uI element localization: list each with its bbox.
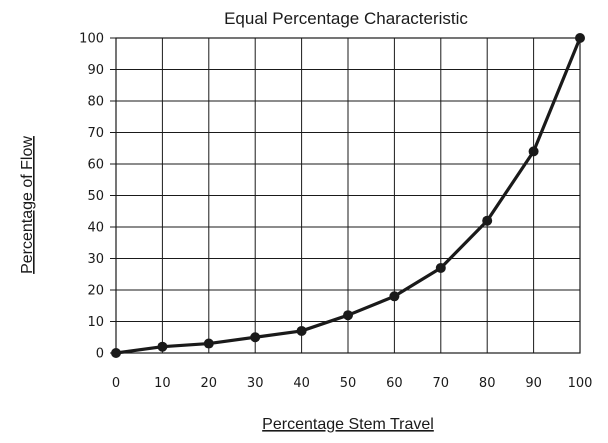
y-tick-90: 90: [87, 63, 104, 78]
data-point-100: [575, 33, 585, 43]
chart-title: Equal Percentage Characteristic: [224, 9, 468, 28]
y-tick-0: 0: [96, 347, 104, 362]
x-axis-label: Percentage Stem Travel: [262, 416, 434, 433]
data-point-60: [389, 291, 400, 302]
x-tick-labels: 0 10 20 30 40 50 60 70 80 90 100: [112, 376, 593, 391]
y-tick-50: 50: [87, 189, 104, 204]
x-tick-50: 50: [340, 376, 357, 391]
x-tick-60: 60: [386, 376, 403, 391]
data-point-40: [296, 325, 307, 336]
x-tick-20: 20: [201, 376, 218, 391]
y-tick-40: 40: [87, 221, 104, 236]
plot-frame: [115, 37, 581, 354]
x-tick-40: 40: [293, 376, 310, 391]
x-tick-30: 30: [247, 376, 264, 391]
y-tick-labels: 0 10 20 30 40 50 60 70 80 90 100: [79, 32, 104, 362]
y-tick-70: 70: [87, 126, 104, 141]
x-tick-70: 70: [433, 376, 450, 391]
x-tick-0: 0: [112, 376, 120, 391]
grid: [110, 37, 581, 354]
data-point-30: [250, 332, 261, 343]
data-point-70: [435, 262, 446, 273]
y-tick-10: 10: [87, 315, 104, 330]
y-tick-60: 60: [87, 158, 104, 173]
data-point-20: [203, 338, 214, 349]
x-tick-80: 80: [479, 376, 496, 391]
data-points: [111, 33, 585, 358]
x-tick-100: 100: [568, 376, 593, 391]
x-tick-10: 10: [154, 376, 171, 391]
data-point-10: [157, 341, 168, 352]
y-axis-label: Percentage of Flow: [19, 136, 36, 274]
x-tick-90: 90: [525, 376, 542, 391]
data-point-50: [343, 310, 353, 321]
y-tick-80: 80: [87, 95, 104, 110]
y-tick-20: 20: [87, 284, 104, 299]
data-point-90: [528, 146, 539, 157]
y-tick-100: 100: [79, 32, 104, 47]
y-tick-30: 30: [87, 252, 104, 267]
data-point-0: [111, 348, 121, 358]
data-point-80: [482, 215, 493, 226]
